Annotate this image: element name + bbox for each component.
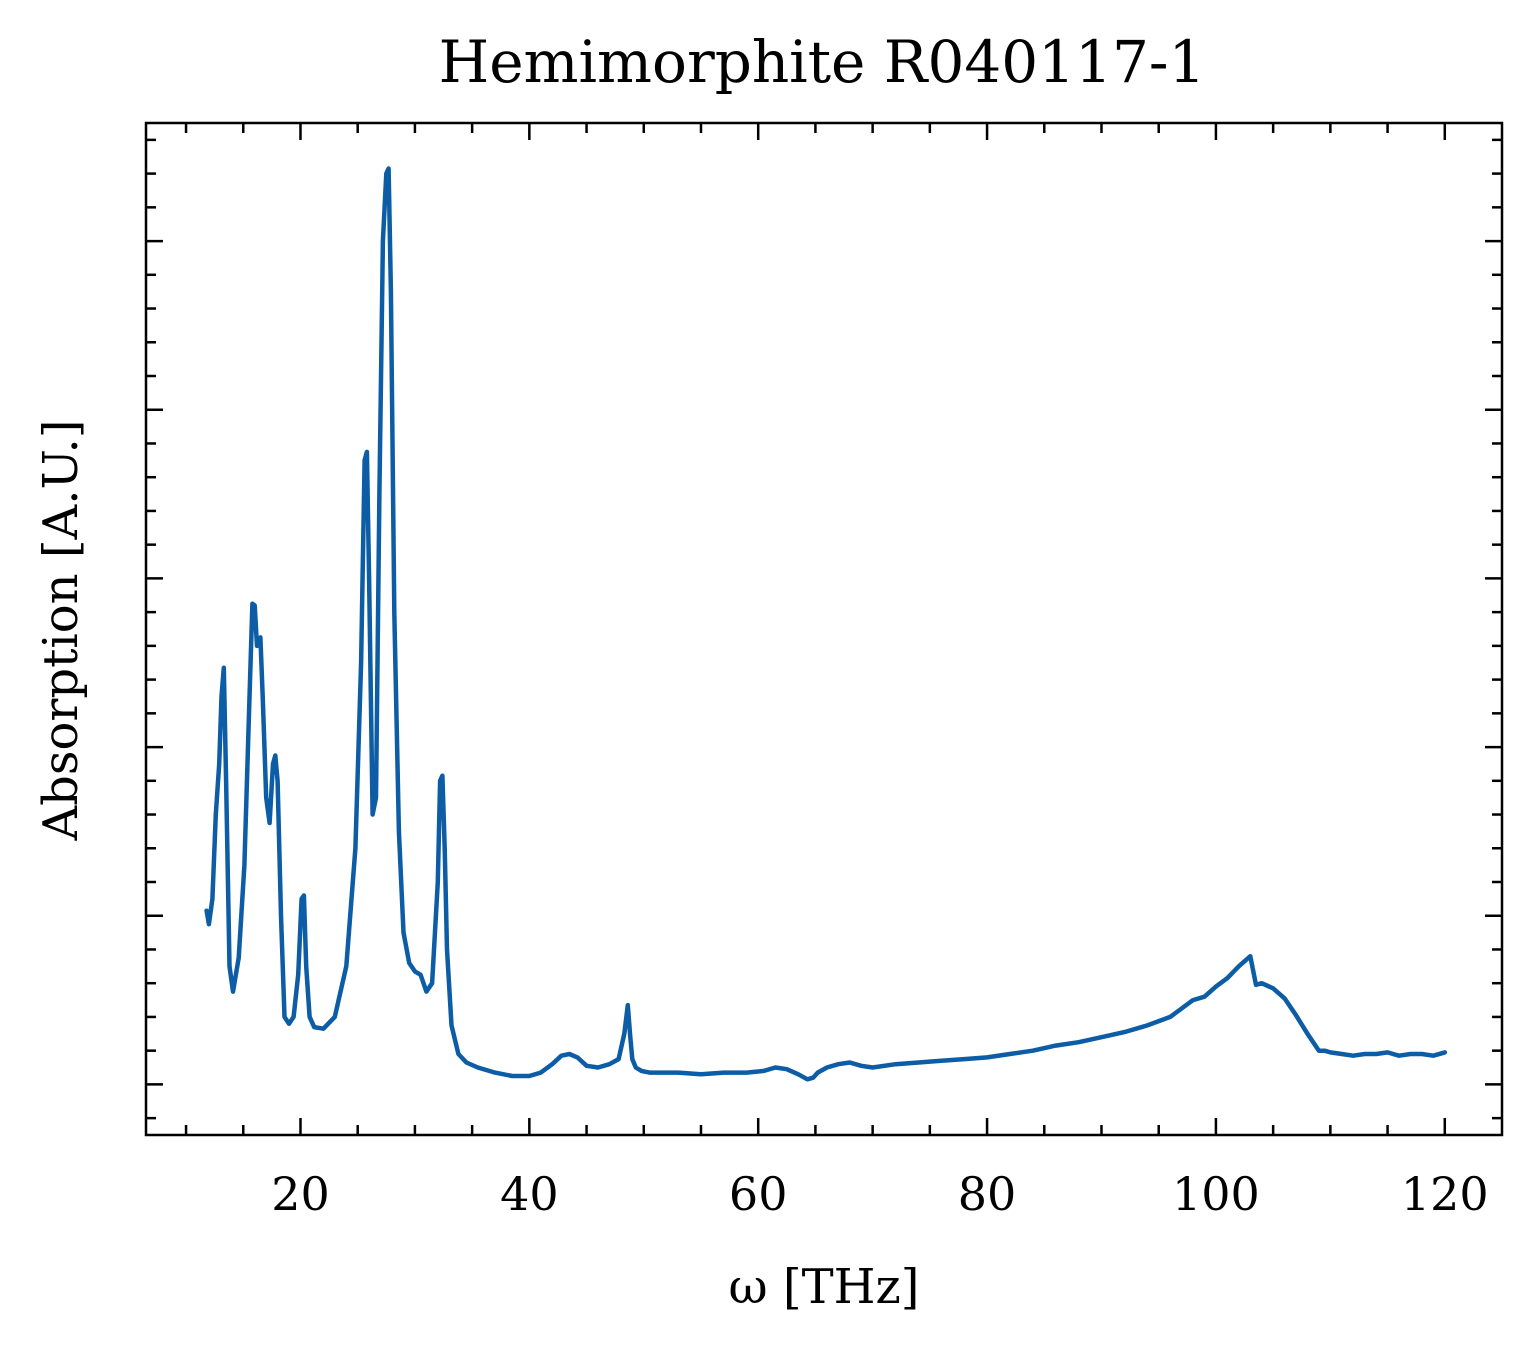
x-tick-label: 20 <box>271 1167 330 1221</box>
x-tick-label: 40 <box>500 1167 559 1221</box>
plot-frame <box>146 123 1502 1135</box>
axis-ticks <box>146 123 1502 1135</box>
x-tick-label: 120 <box>1401 1167 1489 1221</box>
x-tick-label: 100 <box>1172 1167 1260 1221</box>
x-tick-labels: 20 40 60 80 100 120 <box>271 1167 1488 1221</box>
x-tick-label: 80 <box>958 1167 1017 1221</box>
series-line <box>207 169 1445 1080</box>
x-axis-label: ω [THz] <box>728 1259 919 1315</box>
x-tick-label: 60 <box>729 1167 788 1221</box>
y-axis-label: Absorption [A.U.] <box>33 420 89 842</box>
chart-title: Hemimorphite R040117-1 <box>439 28 1206 96</box>
